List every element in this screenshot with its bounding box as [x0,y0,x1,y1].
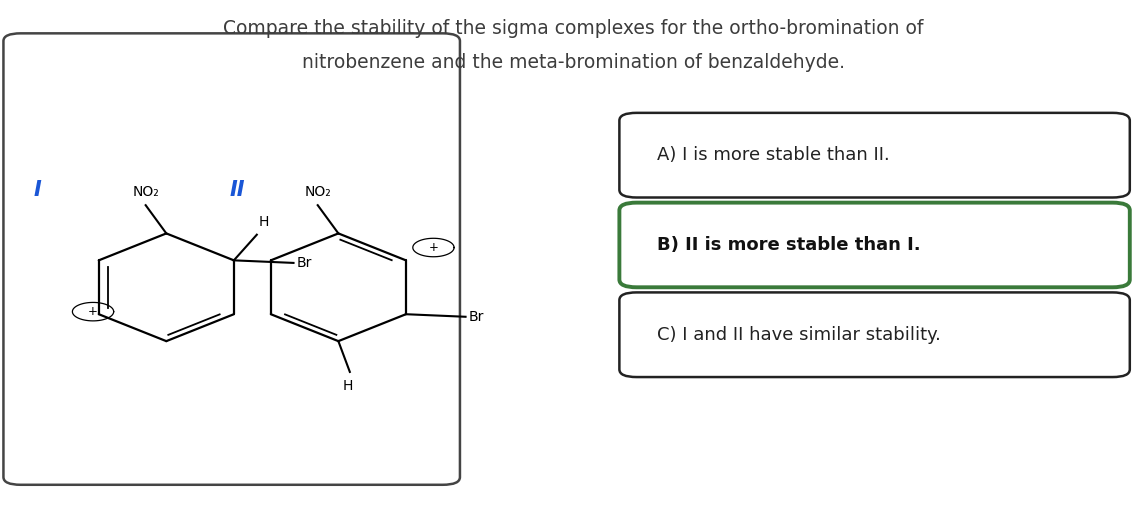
Text: Br: Br [469,310,484,324]
Text: B) II is more stable than I.: B) II is more stable than I. [657,236,921,254]
FancyBboxPatch shape [619,113,1130,198]
Text: H: H [259,214,270,229]
Text: II: II [229,180,245,200]
Text: H: H [342,379,353,392]
Text: C) I and II have similar stability.: C) I and II have similar stability. [657,326,941,344]
FancyBboxPatch shape [619,203,1130,287]
Text: A) I is more stable than II.: A) I is more stable than II. [657,146,890,164]
Text: Compare the stability of the sigma complexes for the ortho-bromination of: Compare the stability of the sigma compl… [224,18,923,38]
Text: nitrobenzene and the meta-bromination of benzaldehyde.: nitrobenzene and the meta-bromination of… [302,53,845,72]
Text: I: I [34,180,41,200]
FancyBboxPatch shape [3,33,460,485]
Text: Br: Br [297,256,312,270]
Text: +: + [429,241,438,254]
Text: +: + [88,305,97,318]
FancyBboxPatch shape [619,292,1130,377]
Text: NO₂: NO₂ [132,185,159,199]
Text: NO₂: NO₂ [304,185,331,199]
